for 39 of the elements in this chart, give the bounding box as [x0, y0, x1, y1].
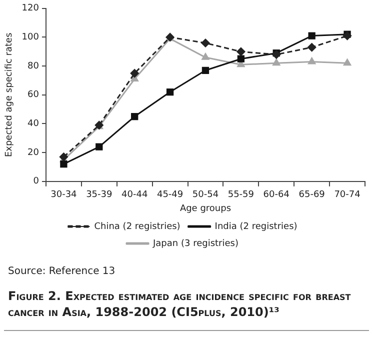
- point: [166, 88, 174, 96]
- y-tick-label: 0: [33, 176, 40, 187]
- y-tick-label: 60: [28, 90, 40, 100]
- x-tick-label: 70-74: [334, 190, 361, 200]
- legend-label: Japan (3 registries): [152, 238, 238, 249]
- y-tick-label: 20: [28, 148, 40, 158]
- point: [60, 160, 68, 168]
- y-tick-label: 80: [28, 61, 40, 72]
- point: [308, 57, 316, 64]
- x-tick-label: 45-49: [156, 190, 184, 200]
- x-tick-label: 30-34: [50, 190, 78, 200]
- point: [343, 58, 352, 66]
- point: [308, 43, 316, 52]
- y-tick-label: 40: [28, 119, 40, 130]
- point: [272, 58, 280, 66]
- x-tick-label: 55-59: [228, 190, 254, 200]
- x-tick-label: 40-44: [122, 190, 148, 200]
- point: [202, 53, 210, 60]
- point: [131, 112, 138, 120]
- text: Figure 2. Expected estimated age incidence specific for breast cancer in Asia, 1988-2002 (CI5plus, 2010)¹³: [8, 289, 352, 320]
- point: [343, 32, 352, 40]
- x-tick-label: 60-64: [263, 190, 290, 200]
- point: [201, 38, 210, 48]
- legend-label: China (2 registries): [94, 222, 180, 232]
- point: [202, 66, 210, 74]
- x-tick-label: 35-39: [86, 190, 112, 200]
- y-tick-label: 100: [22, 32, 40, 43]
- point: [130, 69, 139, 78]
- point: [237, 55, 245, 62]
- point: [96, 143, 103, 150]
- source-note: Source: Reference 13: [8, 266, 116, 277]
- legend-label: India (2 registries): [214, 222, 298, 232]
- y-axis-title: Expected age specific rates: [4, 32, 15, 158]
- point: [308, 32, 316, 40]
- x-tick-label: 65-69: [298, 190, 326, 200]
- x-tick-label: 50-54: [192, 190, 219, 200]
- point: [236, 47, 246, 56]
- x-axis-title: Age groups: [180, 204, 232, 214]
- y-tick-label: 120: [22, 4, 40, 14]
